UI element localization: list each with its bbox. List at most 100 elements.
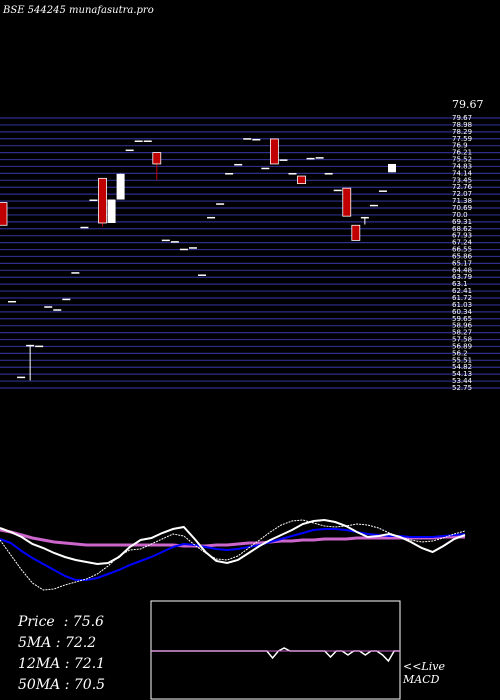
price-tick-label: 76.21 bbox=[452, 149, 472, 157]
macd-panel bbox=[151, 647, 400, 663]
price-line bbox=[0, 518, 466, 566]
price-tick-label: 64.48 bbox=[452, 266, 472, 274]
ma-long-line bbox=[0, 528, 465, 548]
price-tick-label: 75.52 bbox=[452, 156, 472, 164]
candle-down bbox=[152, 152, 162, 165]
macd-line bbox=[151, 647, 400, 663]
price-axis-labels: 79.6778.9878.2977.5976.976.2175.5274.837… bbox=[452, 98, 484, 392]
candle-up bbox=[333, 189, 342, 192]
candle-up bbox=[234, 163, 243, 166]
price-tick-label: 54.13 bbox=[452, 370, 472, 378]
ma5-value: 72.2 bbox=[64, 635, 97, 651]
price-tick-label: 61.72 bbox=[452, 294, 472, 302]
ma5-row: 5MA : 72.2 bbox=[18, 635, 97, 651]
candle-down bbox=[98, 177, 107, 224]
indicator-panel bbox=[0, 518, 466, 591]
last-price-label: 79.67 bbox=[452, 98, 484, 111]
price-tick-label: 74.14 bbox=[452, 169, 473, 177]
macd-caption: <<Live MACD bbox=[403, 660, 445, 686]
candle-up bbox=[89, 199, 98, 202]
candle-up bbox=[35, 345, 44, 348]
candle-up bbox=[8, 300, 17, 303]
candle-down bbox=[0, 202, 8, 226]
candle-up bbox=[53, 309, 62, 311]
price-tick-label: 53.44 bbox=[452, 377, 473, 385]
price-tick-label: 59.65 bbox=[452, 315, 472, 323]
ma12-label: 12MA bbox=[18, 656, 61, 672]
candle-up bbox=[125, 149, 134, 152]
price-tick-label: 70.69 bbox=[452, 204, 472, 212]
candle-up bbox=[161, 239, 170, 242]
candle-up bbox=[107, 199, 116, 223]
macd-label: MACD bbox=[403, 673, 440, 686]
price-tick-label: 63.1 bbox=[452, 280, 468, 288]
price-tick-label: 56.2 bbox=[452, 349, 468, 357]
candle-up bbox=[324, 173, 333, 175]
price-tick-label: 79.67 bbox=[452, 114, 472, 122]
price-grid bbox=[0, 117, 500, 389]
price-tick-label: 56.89 bbox=[452, 342, 472, 350]
ma-slow-line bbox=[0, 528, 466, 581]
candle-up bbox=[116, 173, 125, 200]
price-label: Price bbox=[18, 614, 55, 630]
candle-up bbox=[26, 344, 35, 347]
candle-up bbox=[207, 216, 216, 219]
price-tick-label: 73.45 bbox=[452, 176, 472, 184]
candle-down bbox=[351, 224, 361, 241]
stats-box: Price : 75.6 5MA : 72.2 12MA : 72.1 50MA… bbox=[18, 612, 105, 696]
candle-up bbox=[179, 248, 188, 251]
live-link[interactable]: <<Live bbox=[403, 660, 445, 673]
price-tick-label: 63.79 bbox=[452, 273, 472, 281]
price-value: 75.6 bbox=[72, 614, 104, 630]
candle-up bbox=[188, 247, 197, 249]
ma50-label: 50MA bbox=[18, 677, 61, 693]
price-tick-label: 57.58 bbox=[452, 336, 472, 344]
macd-panel-frame bbox=[150, 600, 401, 700]
candle-up bbox=[62, 298, 71, 301]
price-tick-label: 60.34 bbox=[452, 308, 473, 316]
candle-up bbox=[288, 173, 297, 175]
price-tick-label: 58.96 bbox=[452, 322, 473, 330]
price-tick-label: 61.03 bbox=[452, 301, 472, 309]
candle-up bbox=[252, 138, 261, 141]
candle-up bbox=[80, 226, 89, 229]
candle-up bbox=[378, 190, 387, 192]
price-tick-label: 52.75 bbox=[452, 384, 472, 392]
price-tick-label: 54.82 bbox=[452, 363, 472, 371]
candle-up bbox=[315, 157, 324, 159]
candle-up bbox=[261, 167, 270, 170]
ma-fast-line bbox=[0, 519, 466, 591]
price-tick-label: 67.93 bbox=[452, 232, 472, 240]
price-tick-label: 72.07 bbox=[452, 190, 472, 198]
price-tick-label: 77.59 bbox=[452, 135, 472, 143]
candle-down bbox=[297, 175, 306, 185]
candle-up bbox=[360, 216, 369, 219]
price-tick-label: 74.83 bbox=[452, 162, 472, 170]
price-tick-label: 55.51 bbox=[452, 356, 472, 364]
price-tick-label: 76.9 bbox=[452, 142, 468, 150]
candle-down bbox=[342, 187, 352, 217]
candle-up bbox=[388, 163, 396, 173]
price-tick-label: 67.24 bbox=[452, 239, 473, 247]
candles bbox=[0, 138, 396, 381]
ma50-value: 70.5 bbox=[73, 677, 106, 693]
candle-up bbox=[198, 274, 207, 276]
ma50-row: 50MA : 70.5 bbox=[18, 677, 106, 693]
price-tick-label: 65.86 bbox=[452, 252, 473, 260]
candle-up bbox=[71, 272, 80, 274]
candle-up bbox=[243, 138, 252, 140]
price-tick-label: 78.29 bbox=[452, 128, 472, 136]
price-tick-label: 65.17 bbox=[452, 259, 472, 267]
candle-up bbox=[369, 204, 378, 207]
price-tick-label: 71.38 bbox=[452, 197, 472, 205]
candle-up bbox=[306, 157, 315, 160]
candle-up bbox=[44, 306, 53, 308]
ma12-row: 12MA : 72.1 bbox=[18, 656, 106, 672]
candle-down bbox=[269, 138, 279, 165]
ma5-label: 5MA bbox=[18, 635, 52, 651]
chart-title: BSE 544245 munafasutra.pro bbox=[3, 5, 154, 16]
price-tick-label: 69.31 bbox=[452, 218, 472, 226]
price-tick-label: 72.76 bbox=[452, 183, 473, 191]
